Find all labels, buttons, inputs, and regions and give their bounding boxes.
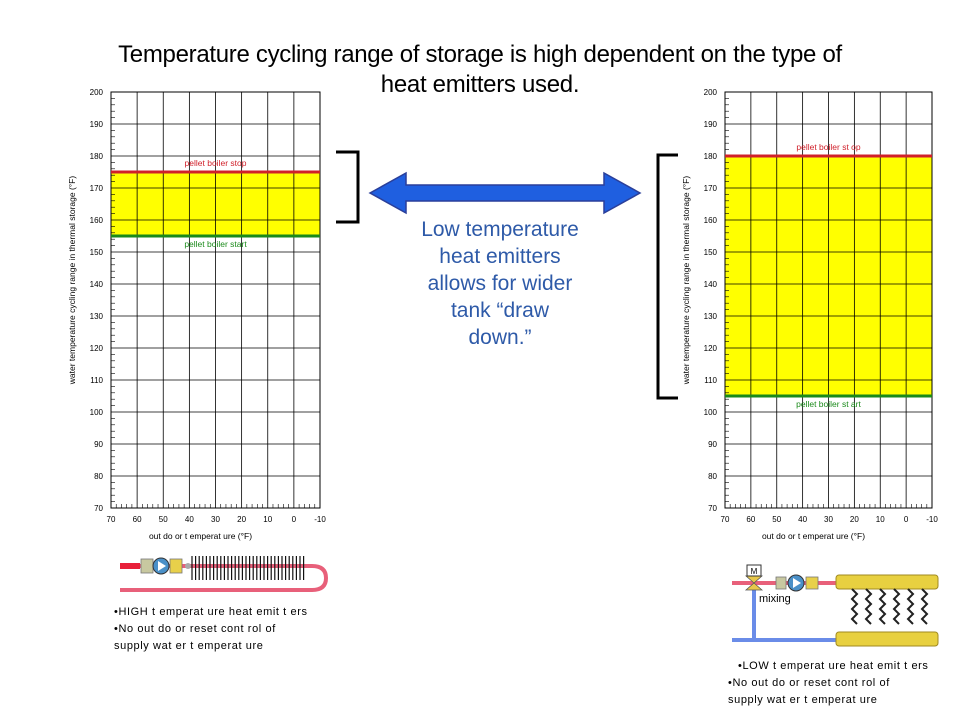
left-note-1: •HIGH t emperat ure heat emit t ers: [114, 606, 308, 618]
y-tick-label: 70: [94, 504, 103, 513]
y-tick-label: 200: [90, 88, 104, 97]
left-pipe-stub: [120, 563, 140, 569]
title-line-1: Temperature cycling range of storage is …: [118, 41, 842, 68]
return-manifold: [835, 631, 939, 647]
y-tick-label: 200: [704, 88, 718, 97]
x-tick-label: 20: [850, 515, 859, 524]
y-tick-label: 120: [90, 344, 104, 353]
mixing-label: mixing: [759, 593, 791, 605]
y-tick-label: 140: [90, 280, 104, 289]
y-tick-label: 120: [704, 344, 718, 353]
right-note-2: •No out do or reset cont rol of: [728, 677, 890, 689]
y-tick-label: 190: [704, 120, 718, 129]
y-tick-label: 140: [704, 280, 718, 289]
slide-title: Temperature cycling range of storage is …: [40, 40, 920, 100]
y-tick-label: 160: [90, 216, 104, 225]
y-tick-label: 180: [90, 152, 104, 161]
x-axis-label: out do or t emperat ure (°F): [762, 531, 865, 541]
center-message: Low temperature heat emitters allows for…: [390, 216, 610, 351]
boiler-stop-label: pellet boiler st op: [796, 142, 861, 152]
y-tick-label: 130: [90, 312, 104, 321]
x-tick-label: 40: [185, 515, 194, 524]
x-tick-label: 0: [904, 515, 909, 524]
mixing-valve-label: M: [751, 567, 758, 576]
x-tick-label: 30: [211, 515, 220, 524]
baseboard-fins: [191, 556, 305, 580]
x-tick-label: 10: [876, 515, 885, 524]
x-tick-label: 30: [824, 515, 833, 524]
radiant-loop: [892, 588, 901, 625]
left-note-3: supply wat er t emperat ure: [114, 640, 264, 652]
radiant-loop: [878, 588, 887, 625]
x-axis-label: out do or t emperat ure (°F): [149, 531, 252, 541]
y-tick-label: 150: [90, 248, 104, 257]
x-tick-label: 20: [237, 515, 246, 524]
y-axis-label: water temperature cycling range in therm…: [67, 176, 77, 386]
high-temp-piping: [120, 556, 329, 592]
radiant-loop: [920, 588, 929, 625]
y-tick-label: 80: [708, 472, 717, 481]
y-tick-label: 180: [704, 152, 718, 161]
center-line-1: Low temperature: [421, 218, 579, 241]
left-note-2: •No out do or reset cont rol of: [114, 623, 276, 635]
y-tick-label: 160: [704, 216, 718, 225]
double-arrow: [368, 171, 642, 215]
right-note-1: •LOW t emperat ure heat emit t ers: [738, 660, 929, 672]
y-tick-label: 190: [90, 120, 104, 129]
center-line-2: heat emitters: [439, 245, 561, 268]
right-pump-icon: [775, 574, 819, 592]
right-notes: •LOW t emperat ure heat emit t ers •No o…: [728, 658, 929, 709]
y-tick-label: 150: [704, 248, 718, 257]
radiant-loops: [850, 588, 929, 625]
y-tick-label: 80: [94, 472, 103, 481]
x-tick-label: 60: [133, 515, 142, 524]
x-tick-label: 70: [107, 515, 116, 524]
y-tick-label: 100: [704, 408, 718, 417]
right-note-3: supply wat er t emperat ure: [728, 694, 878, 706]
center-line-5: down.”: [468, 326, 532, 349]
x-tick-label: 0: [292, 515, 297, 524]
plot-frame: [724, 91, 933, 509]
double-arrow-shape: [368, 171, 642, 215]
x-tick-label: -10: [314, 515, 326, 524]
y-tick-label: 70: [708, 504, 717, 513]
chart-high-temp: 2001901801701601501401301201101009080707…: [67, 88, 326, 541]
center-line-3: allows for wider: [427, 272, 573, 295]
boiler-stop-label: pellet boiler stop: [185, 158, 247, 168]
left-pump-icon: [140, 557, 191, 575]
right-bracket: [656, 153, 678, 400]
y-tick-label: 130: [704, 312, 718, 321]
y-tick-label: 90: [94, 440, 103, 449]
radiant-loop: [906, 588, 915, 625]
chart-low-temp: 2001901801701601501401301201101009080707…: [681, 88, 938, 541]
x-tick-label: 60: [746, 515, 755, 524]
boiler-start-label: pellet boiler start: [184, 239, 247, 249]
radiant-loop: [864, 588, 873, 625]
center-line-4: tank “draw: [450, 299, 550, 322]
x-tick-label: 10: [263, 515, 272, 524]
left-supply-pipe: [120, 564, 329, 592]
plot-frame: [110, 91, 321, 509]
y-tick-label: 110: [90, 376, 103, 385]
y-tick-label: 170: [704, 184, 718, 193]
y-tick-label: 170: [90, 184, 104, 193]
y-tick-label: 110: [704, 376, 717, 385]
supply-manifold: [835, 574, 939, 590]
left-notes: •HIGH t emperat ure heat emit t ers •No …: [114, 604, 308, 655]
title-line-2: heat emitters used.: [380, 71, 580, 98]
boiler-start-label: pellet boiler st art: [796, 399, 861, 409]
x-tick-label: 40: [798, 515, 807, 524]
x-tick-label: 70: [721, 515, 730, 524]
left-bracket: [336, 150, 360, 224]
x-tick-label: -10: [926, 515, 938, 524]
low-temp-piping: M: [732, 564, 939, 647]
y-tick-label: 100: [90, 408, 104, 417]
mixing-valve-icon: M: [744, 564, 764, 591]
y-tick-label: 90: [708, 440, 717, 449]
x-tick-label: 50: [772, 515, 781, 524]
y-axis-label: water temperature cycling range in therm…: [681, 176, 691, 386]
radiant-loop: [850, 588, 859, 625]
x-tick-label: 50: [159, 515, 168, 524]
